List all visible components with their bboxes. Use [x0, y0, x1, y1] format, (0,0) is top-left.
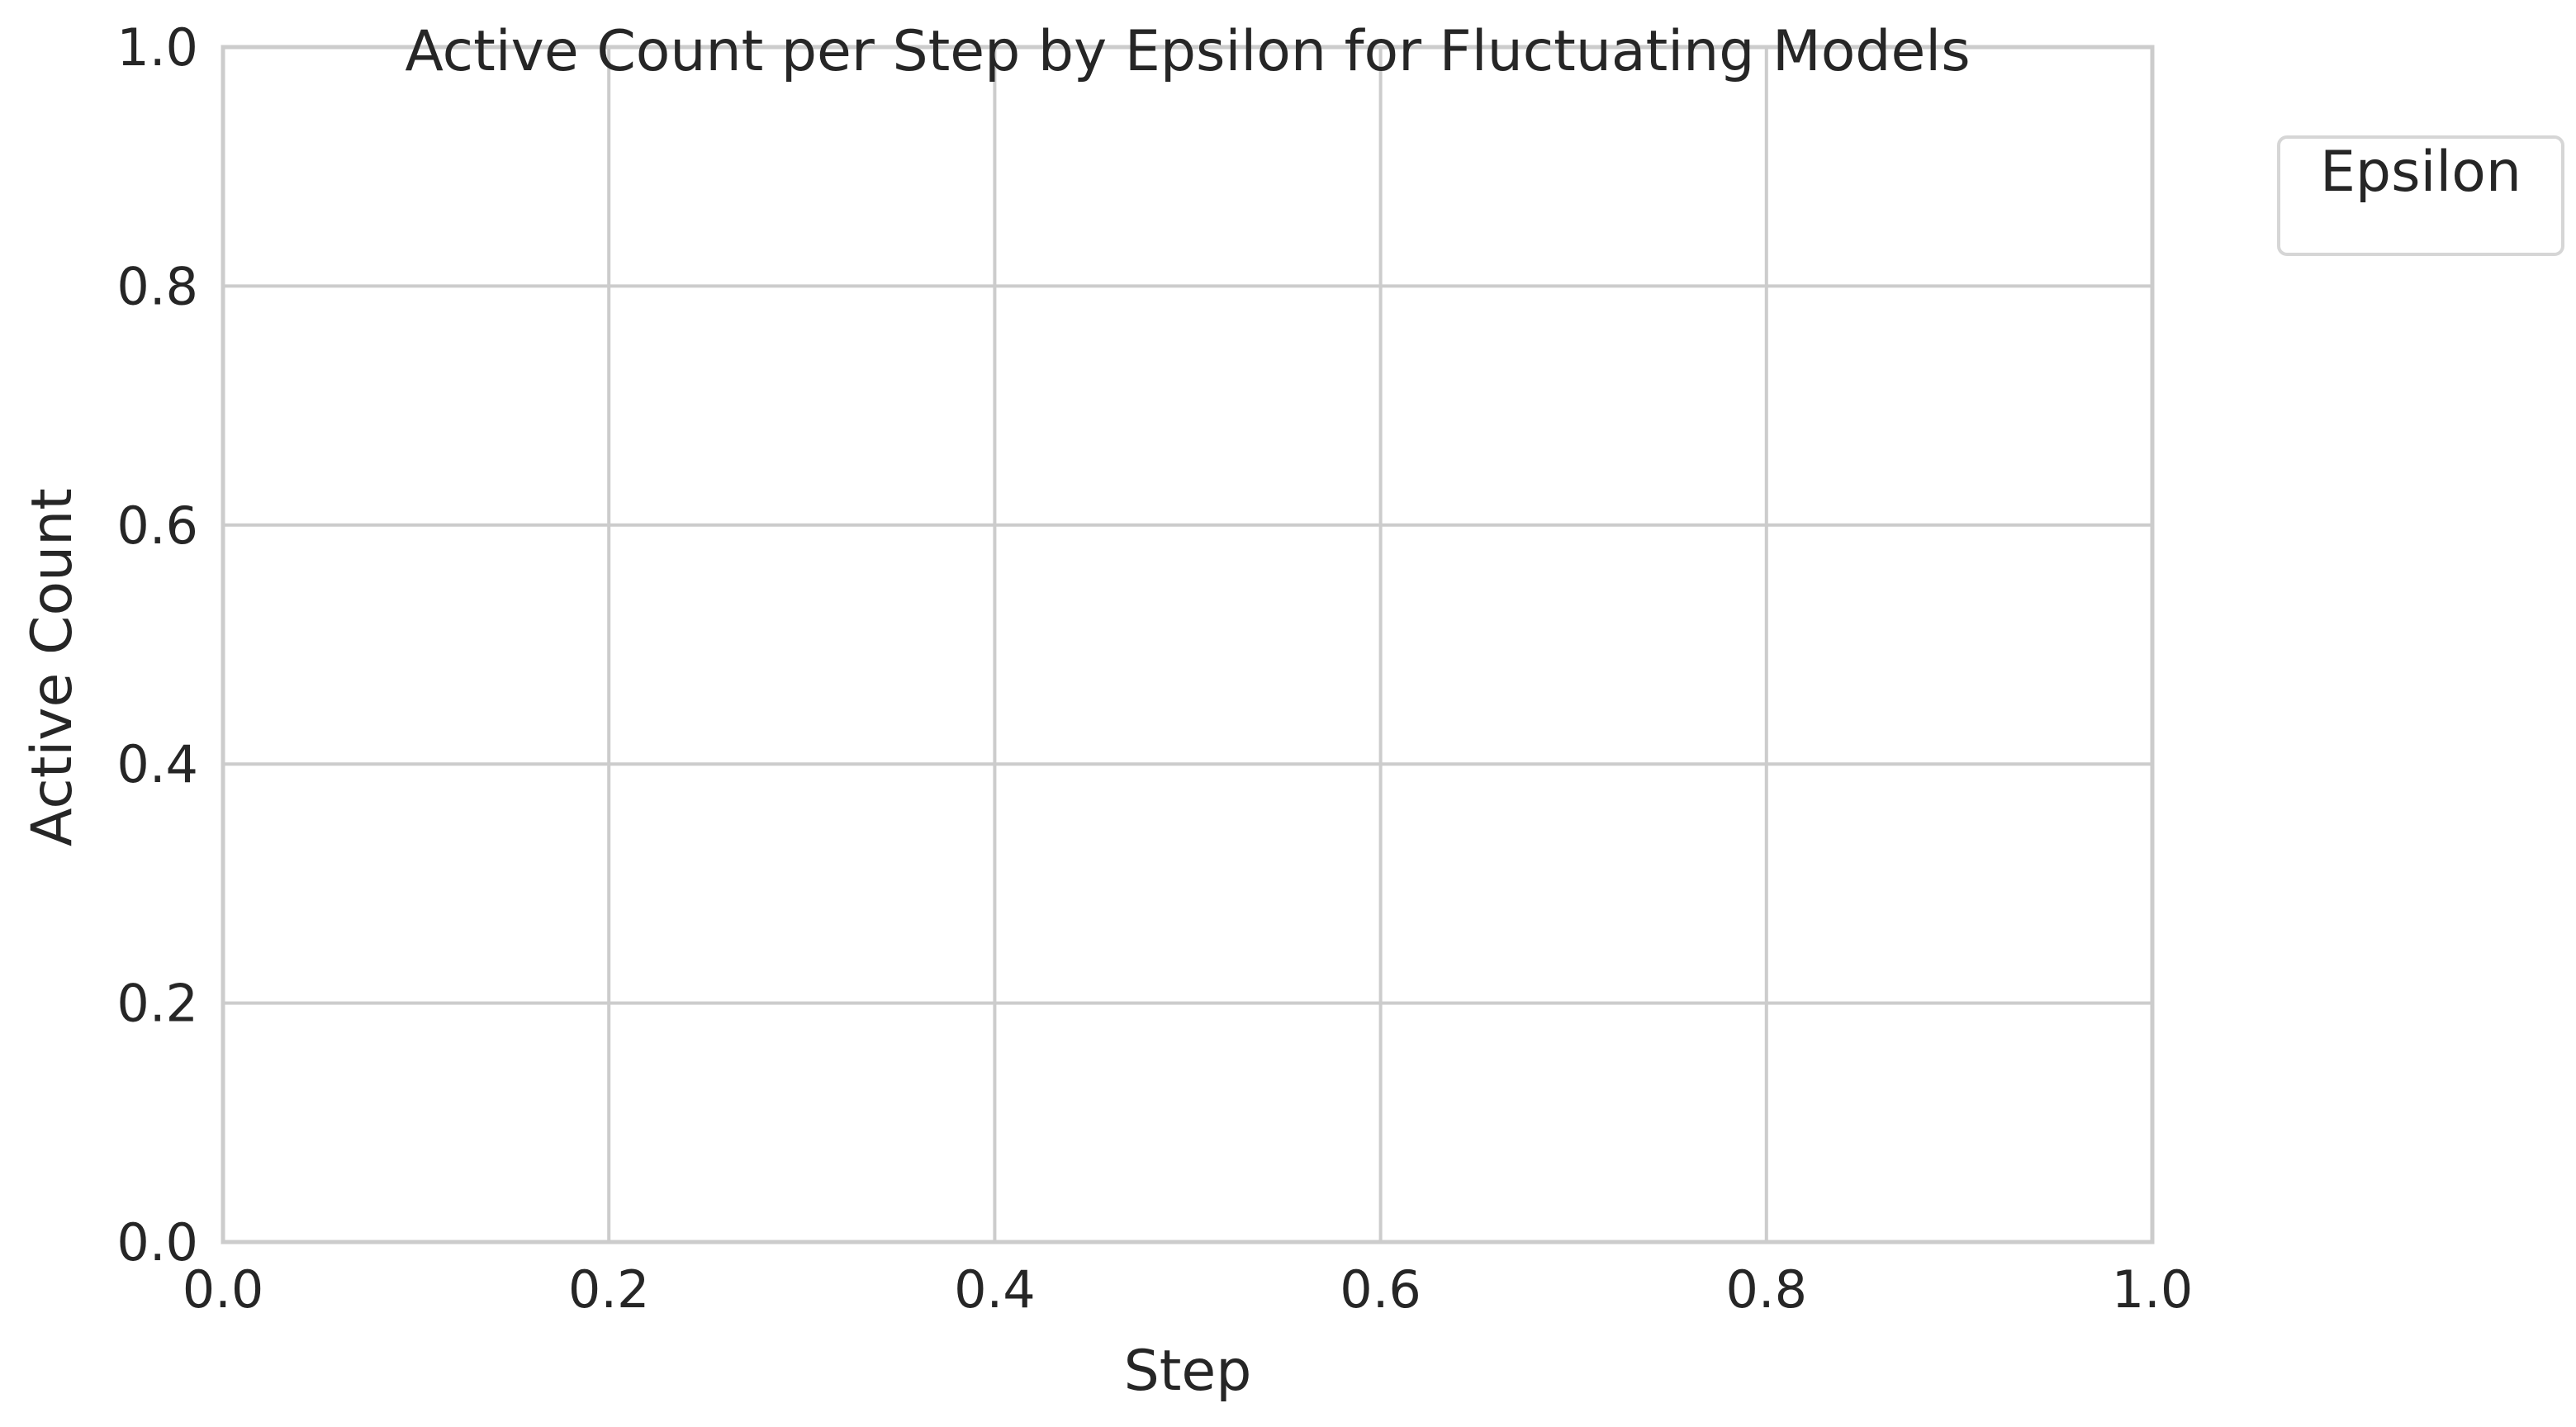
y-tick-label: 0.2: [116, 974, 198, 1034]
y-axis-label: Active Count: [20, 488, 85, 846]
x-tick-label: 0.0: [183, 1259, 264, 1320]
plot-area-frame: [221, 45, 2155, 1244]
y-tick-label: 1.0: [116, 17, 198, 78]
legend: Epsilon: [2277, 135, 2564, 256]
x-tick-label: 0.8: [1725, 1259, 1807, 1320]
legend-title: Epsilon: [2320, 140, 2521, 205]
y-tick-label: 0.0: [116, 1212, 198, 1273]
x-tick-label: 0.6: [1340, 1259, 1421, 1320]
y-tick-label: 0.4: [116, 734, 198, 794]
chart-title: Active Count per Step by Epsilon for Flu…: [405, 19, 1970, 84]
x-axis-ticks: 0.0 0.2 0.4 0.6 0.8 1.0: [183, 1259, 2194, 1320]
x-tick-label: 1.0: [2112, 1259, 2194, 1320]
y-tick-label: 0.8: [116, 256, 198, 316]
y-axis-ticks: 0.0 0.2 0.4 0.6 0.8 1.0: [116, 17, 198, 1273]
x-tick-label: 0.4: [954, 1259, 1036, 1320]
x-axis-label: Step: [1124, 1339, 1252, 1404]
y-tick-label: 0.6: [116, 495, 198, 556]
legend-box: [2277, 135, 2564, 256]
x-tick-label: 0.2: [568, 1259, 650, 1320]
